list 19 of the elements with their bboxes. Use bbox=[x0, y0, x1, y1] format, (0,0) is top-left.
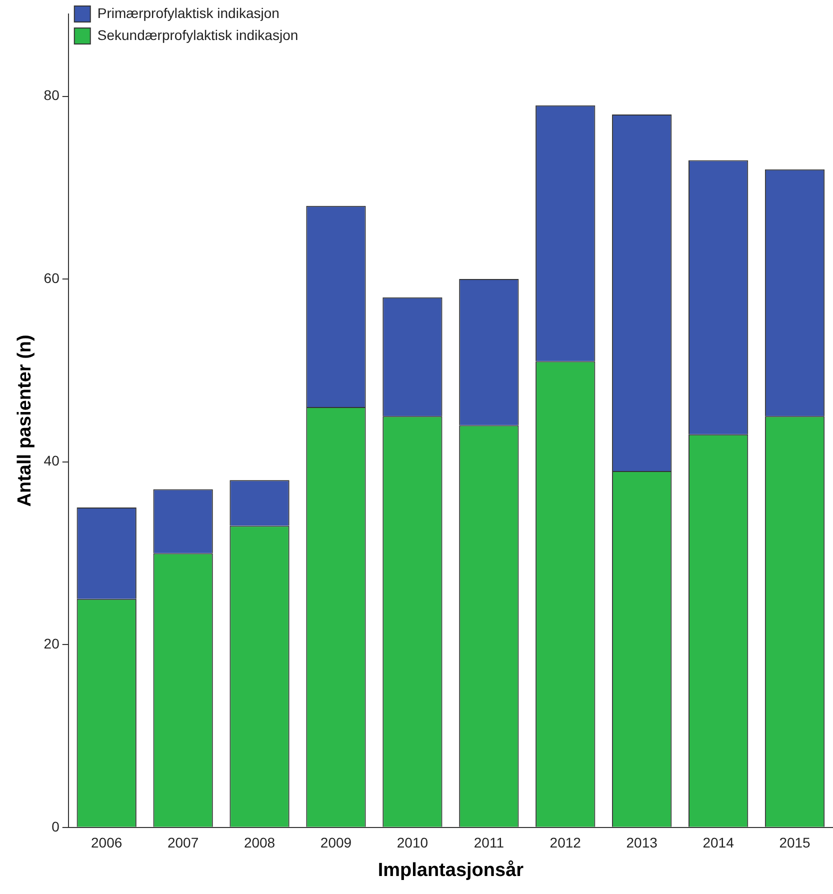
x-tick-label: 2007 bbox=[167, 834, 199, 851]
x-tick-label: 2015 bbox=[779, 834, 811, 851]
x-axis-title: Implantasjonsår bbox=[378, 860, 524, 881]
x-tick-label: 2009 bbox=[320, 834, 352, 851]
y-tick-label: 20 bbox=[44, 635, 60, 652]
x-tick-label: 2014 bbox=[702, 834, 734, 851]
x-tick-label: 2010 bbox=[396, 834, 428, 851]
y-axis-title: Antall pasienter (n) bbox=[14, 334, 36, 507]
x-tick-label: 2013 bbox=[626, 834, 658, 851]
y-tick-label: 40 bbox=[44, 452, 60, 469]
legend-label: Sekundærprofylaktisk indikasjon bbox=[97, 26, 298, 43]
y-tick-label: 80 bbox=[44, 87, 60, 104]
y-tick-label: 60 bbox=[44, 270, 60, 286]
x-tick-label: 2012 bbox=[550, 834, 582, 851]
x-tick-label: 2011 bbox=[474, 834, 504, 851]
x-tick-label: 2006 bbox=[91, 834, 122, 851]
legend-label: Primærprofylaktisk indikasjon bbox=[97, 4, 280, 21]
y-tick-label: 0 bbox=[52, 818, 60, 834]
x-tick-label: 2008 bbox=[244, 834, 276, 851]
